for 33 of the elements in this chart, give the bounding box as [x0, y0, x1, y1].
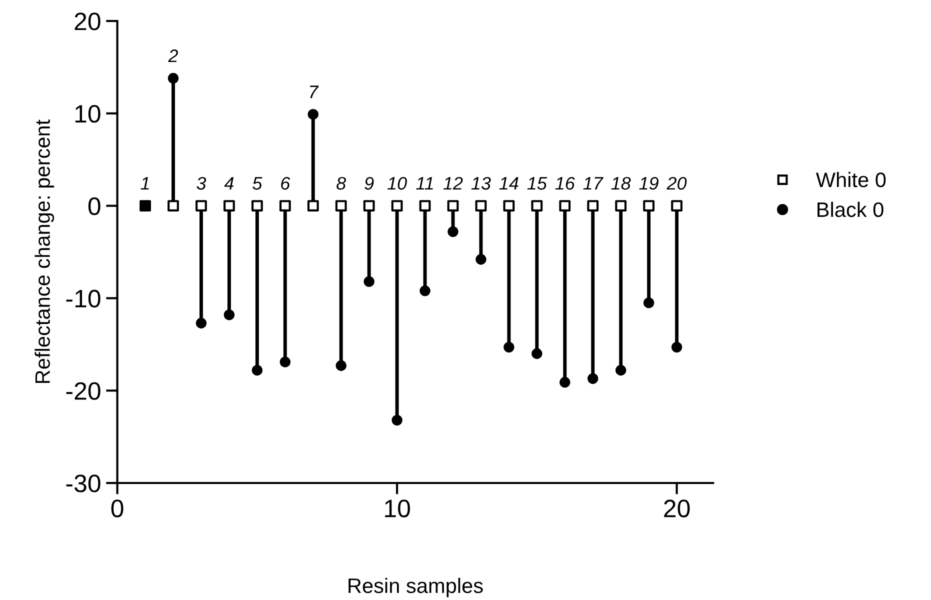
- x-tick-label: 20: [664, 500, 690, 518]
- annotation: 19: [639, 176, 658, 190]
- annotation: 5: [252, 177, 262, 190]
- annotation: 9: [364, 176, 374, 190]
- annotation: 20: [666, 176, 687, 190]
- y-tick-label: -20: [66, 382, 100, 400]
- legend-label: Black 0: [818, 202, 884, 218]
- annotation: 2: [168, 49, 178, 62]
- y-tick-label: -30: [66, 474, 100, 492]
- annotation: 16: [555, 176, 575, 190]
- annotation: 15: [527, 177, 547, 190]
- annotation: 18: [611, 176, 631, 190]
- y-tick-label: -10: [66, 290, 100, 308]
- annotation: 17: [583, 177, 604, 190]
- annotation: 6: [281, 176, 290, 190]
- annotation: 11: [416, 177, 433, 190]
- annotation: 3: [196, 176, 206, 190]
- legend-label: White 0: [816, 172, 886, 188]
- annotation: 4: [224, 177, 234, 190]
- annotation: 8: [336, 176, 346, 190]
- y-axis-title: Reflectance change: percent: [34, 120, 54, 383]
- annotation: 10: [387, 176, 407, 190]
- y-tick-label: 0: [88, 197, 100, 216]
- annotation: 13: [471, 176, 491, 190]
- x-tick-label: 10: [385, 500, 410, 518]
- annotation: 1: [140, 177, 149, 190]
- x-axis-title: Resin samples: [348, 578, 483, 598]
- annotation: 12: [443, 176, 463, 190]
- x-tick-label: 0: [111, 500, 124, 518]
- annotation: 14: [499, 177, 518, 190]
- y-tick-label: 20: [74, 12, 100, 30]
- annotation: 7: [310, 86, 319, 98]
- y-tick-label: 10: [75, 105, 100, 123]
